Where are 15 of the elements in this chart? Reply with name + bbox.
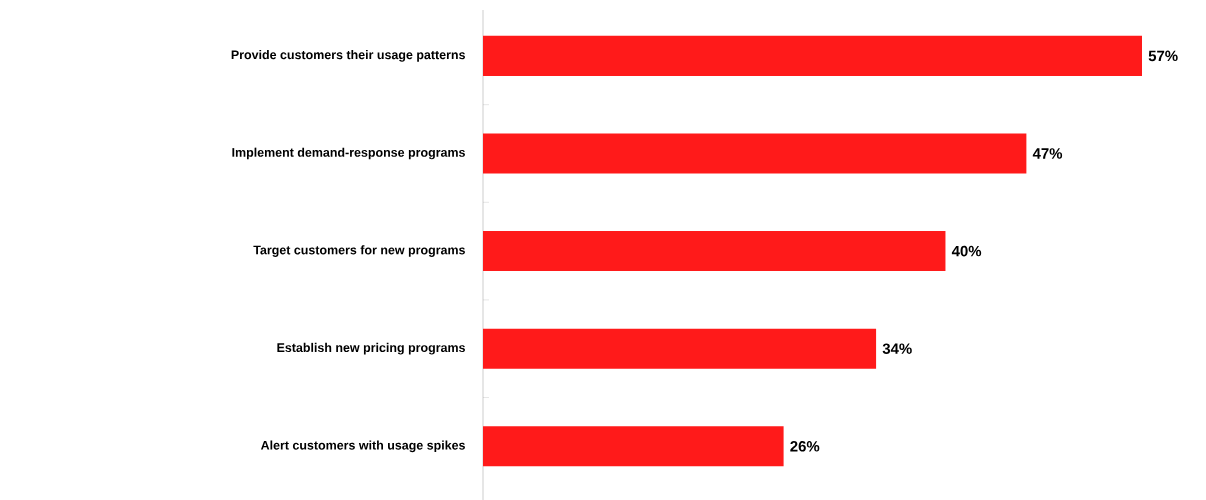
y-tick-label: Alert customers with usage spikes	[260, 440, 465, 453]
bar	[483, 328, 877, 369]
y-tick-label: Implement demand-response programs	[232, 147, 465, 160]
bar	[483, 230, 946, 272]
data-label: 47%	[1032, 148, 1063, 159]
bar	[483, 426, 784, 467]
y-tick-label: Provide customers their usage patterns	[231, 49, 465, 62]
y-tick-label: Target customers for new programs	[253, 245, 465, 257]
bar	[483, 35, 1142, 76]
y-tick-label: Establish new pricing programs	[277, 342, 465, 355]
bar	[483, 133, 1027, 174]
data-label: 34%	[882, 343, 912, 354]
data-label: 57%	[1148, 50, 1178, 62]
data-label: 26%	[790, 440, 820, 452]
data-label: 40%	[951, 245, 982, 257]
